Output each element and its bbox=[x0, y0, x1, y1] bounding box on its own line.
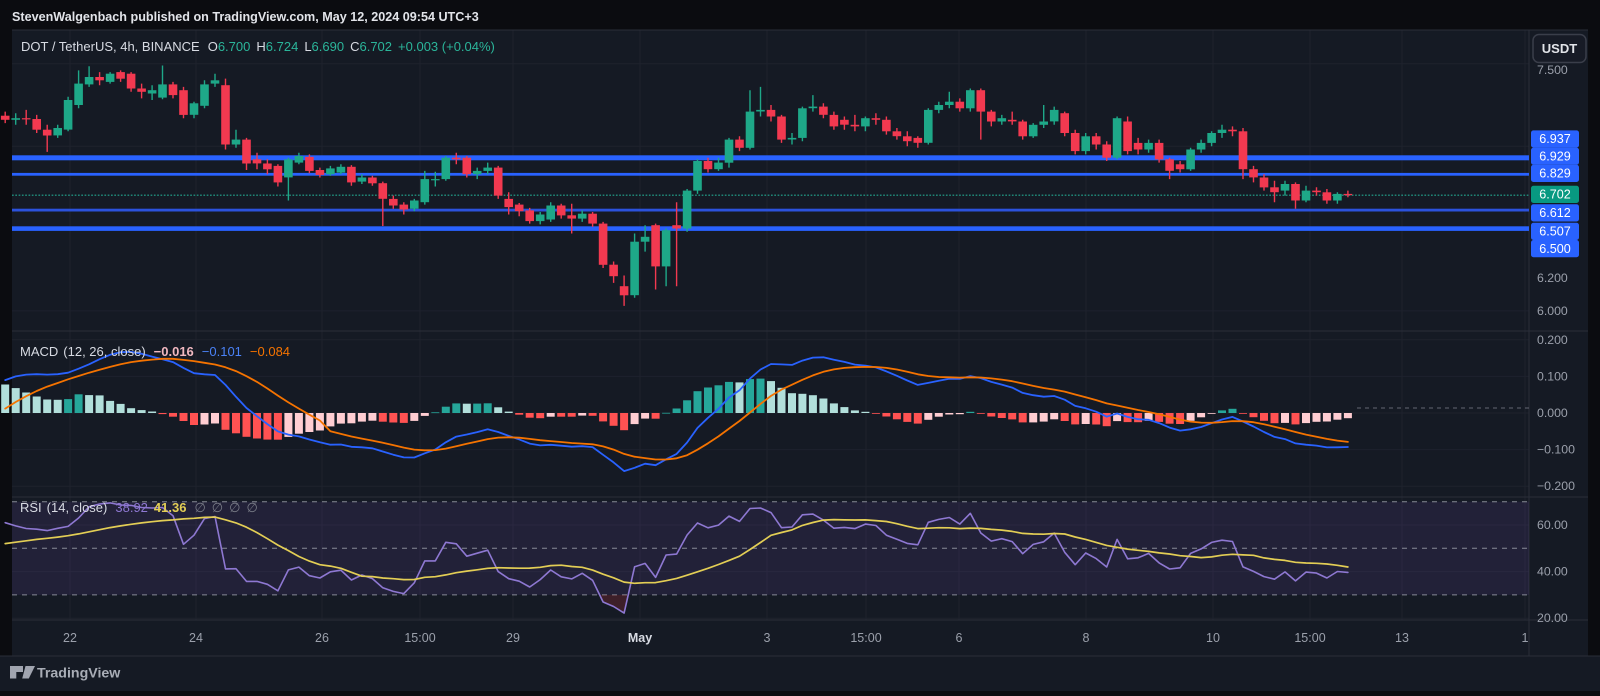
svg-text:6.200: 6.200 bbox=[1537, 271, 1568, 285]
svg-text:0.200: 0.200 bbox=[1537, 333, 1568, 347]
svg-text:3: 3 bbox=[764, 631, 771, 645]
svg-text:6.612: 6.612 bbox=[1539, 206, 1571, 220]
svg-text:24: 24 bbox=[189, 631, 203, 645]
svg-text:0.000: 0.000 bbox=[1537, 406, 1568, 420]
svg-text:TradingView: TradingView bbox=[37, 666, 121, 682]
svg-text:15:00: 15:00 bbox=[1294, 631, 1325, 645]
svg-text:40.00: 40.00 bbox=[1537, 565, 1568, 579]
svg-text:USDT: USDT bbox=[1542, 41, 1577, 56]
svg-text:60.00: 60.00 bbox=[1537, 518, 1568, 532]
svg-text:1: 1 bbox=[1522, 631, 1529, 645]
svg-text:6.507: 6.507 bbox=[1539, 225, 1571, 239]
svg-text:22: 22 bbox=[63, 631, 77, 645]
svg-text:May: May bbox=[628, 631, 652, 645]
svg-text:−0.200: −0.200 bbox=[1537, 479, 1575, 493]
svg-text:15:00: 15:00 bbox=[850, 631, 881, 645]
svg-text:0.100: 0.100 bbox=[1537, 369, 1568, 383]
svg-text:6: 6 bbox=[956, 631, 963, 645]
svg-text:13: 13 bbox=[1395, 631, 1409, 645]
svg-text:10: 10 bbox=[1206, 631, 1220, 645]
svg-text:6.929: 6.929 bbox=[1539, 149, 1571, 163]
svg-text:StevenWalgenbach published on: StevenWalgenbach published on TradingVie… bbox=[12, 10, 479, 24]
svg-text:MACD(12, 26, close)−0.016−0.10: MACD (12, 26, close) −0.016 −0.101 −0.084 bbox=[20, 344, 290, 359]
svg-text:15:00: 15:00 bbox=[404, 631, 435, 645]
svg-text:7.500: 7.500 bbox=[1537, 63, 1568, 77]
svg-text:20.00: 20.00 bbox=[1537, 611, 1568, 625]
svg-text:8: 8 bbox=[1083, 631, 1090, 645]
svg-text:6.702: 6.702 bbox=[1539, 188, 1571, 202]
svg-text:26: 26 bbox=[315, 631, 329, 645]
svg-text:6.937: 6.937 bbox=[1539, 132, 1571, 146]
svg-text:−0.100: −0.100 bbox=[1537, 443, 1575, 457]
svg-text:6.500: 6.500 bbox=[1539, 242, 1571, 256]
svg-text:6.000: 6.000 bbox=[1537, 304, 1568, 318]
svg-text:29: 29 bbox=[506, 631, 520, 645]
svg-text:6.829: 6.829 bbox=[1539, 167, 1571, 181]
